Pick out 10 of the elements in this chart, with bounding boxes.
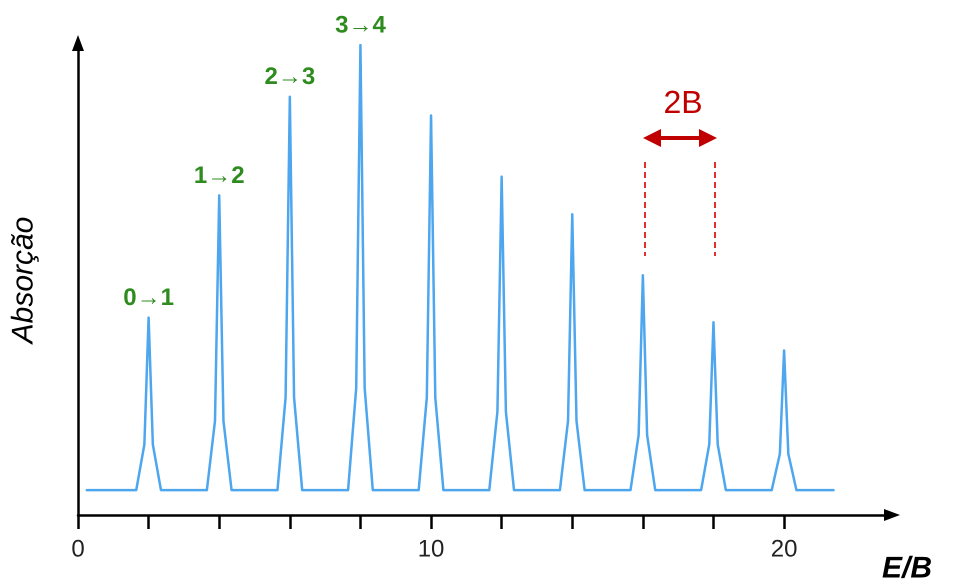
annotation: 3→4 [335, 12, 386, 38]
annotation: 1→2 [194, 162, 245, 189]
y-axis-title: Absorção [6, 216, 40, 346]
x-axis-title: E/B [882, 552, 932, 584]
annotation: 2→3 [264, 63, 316, 90]
annotation: 0→1 [123, 284, 174, 312]
x-tick-label: 20 [770, 536, 798, 562]
x-tick-label: 10 [418, 536, 444, 562]
annotation: 2B [663, 84, 703, 120]
x-tick-label: 0 [71, 536, 85, 562]
